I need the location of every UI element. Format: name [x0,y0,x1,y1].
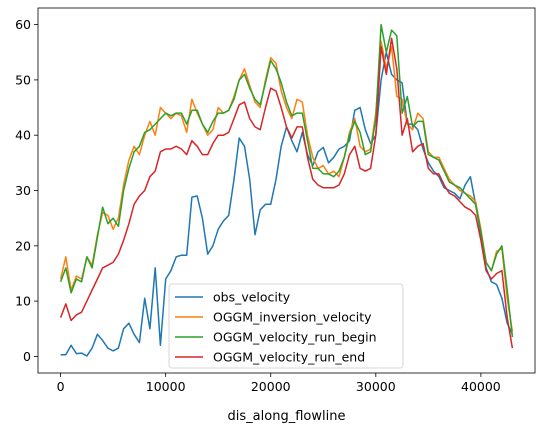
x-tick-label: 20000 [251,379,291,394]
y-tick-label: 30 [15,183,31,198]
x-tick-label: 10000 [146,379,186,394]
y-tick-label: 50 [15,72,31,87]
x-axis-label: dis_along_flowline [228,409,346,424]
legend-label: OGGM_velocity_run_end [213,350,365,365]
y-axis: 0 10 20 30 40 50 60 [15,17,38,364]
y-tick-label: 10 [15,294,31,309]
series-line-OGGM_velocity_run_begin [59,23,514,338]
legend-label: OGGM_velocity_run_begin [213,330,377,345]
x-tick-label: 40000 [461,379,501,394]
legend-label: obs_velocity [213,290,291,305]
x-tick-label: 0 [57,379,65,394]
x-tick-label: 30000 [356,379,396,394]
x-axis: 0 10000 20000 30000 40000 [57,373,501,394]
legend: obs_velocity OGGM_inversion_velocity OGGM_… [168,283,404,369]
y-tick-label: 0 [23,349,31,364]
y-tick-label: 40 [15,128,31,143]
series-layer [59,23,514,357]
legend-box [168,283,404,369]
y-tick-label: 60 [15,17,31,32]
legend-label: OGGM_inversion_velocity [213,310,372,325]
series-line-OGGM_velocity_run_end [59,37,514,349]
y-tick-label: 20 [15,238,31,253]
